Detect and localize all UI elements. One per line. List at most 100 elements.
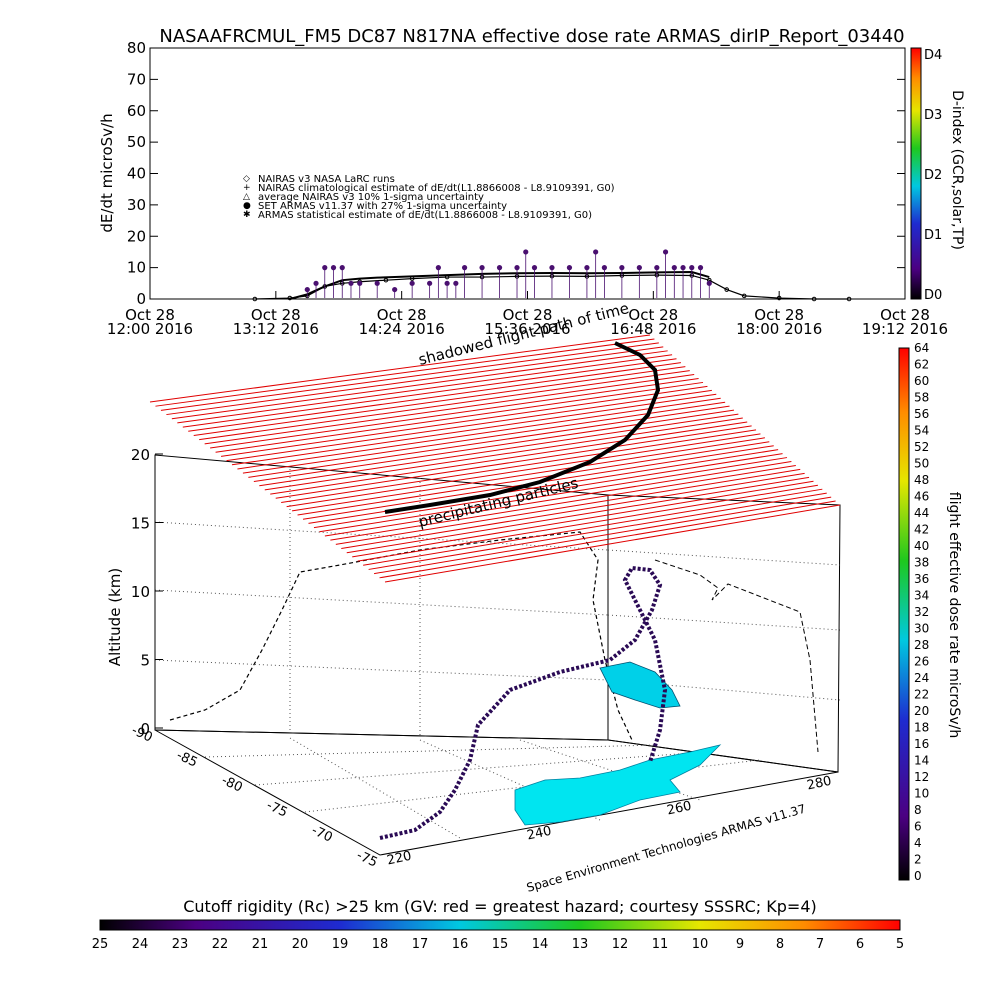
y-tick-label: 50 <box>127 133 146 151</box>
series-nairas-point <box>776 295 782 301</box>
legend-entry: NAIRAS climatological estimate of dE/dt(… <box>258 183 615 194</box>
cutoff-rigidity-tick-label: 16 <box>452 937 469 952</box>
slab-line <box>149 334 651 403</box>
cutoff-rigidity-tick-label: 21 <box>252 937 269 952</box>
dose-rate-tick-label: 40 <box>914 539 929 553</box>
series-nairas-point <box>252 296 258 302</box>
legend-symbol: ● <box>243 201 251 211</box>
series-armas-point <box>523 249 529 255</box>
legend-symbol: + <box>243 183 251 193</box>
y-tick-label: 60 <box>127 102 146 120</box>
slab-line <box>335 468 801 545</box>
cutoff-rigidity-tick-label: 11 <box>652 937 669 952</box>
series-armas-point <box>444 280 450 286</box>
cutoff-rigidity-tick-label: 13 <box>572 937 589 952</box>
dose-rate-tick-label: 10 <box>914 787 929 801</box>
dose-rate-tick-label: 16 <box>914 737 929 751</box>
dose-rate-tick-label: 54 <box>914 424 929 438</box>
longitude-tick-label: 220 <box>386 849 413 869</box>
dose-rate-tick-label: 8 <box>914 803 922 817</box>
d-index-tick-label: D0 <box>924 288 942 303</box>
slab-line <box>319 457 788 533</box>
cutoff-rigidity-labels: 25 24 23 22 21 20 19 18 17 16 15 14 13 12 11 10 9 8 7 6 5 <box>92 937 904 952</box>
series-nairas-point <box>741 293 747 299</box>
x-tick-label-date: Oct 28 <box>251 306 301 324</box>
latitude-tick-label: -75 <box>354 848 380 871</box>
latitude-tick-label: -80 <box>219 773 245 796</box>
series-armas-point <box>601 265 607 271</box>
x-tick-label-date: Oct 28 <box>880 306 930 324</box>
slab-line <box>155 338 655 407</box>
cutoff-rigidity-tick-label: 25 <box>92 937 109 952</box>
slab-line <box>171 350 668 420</box>
slab-line <box>373 496 832 575</box>
legend-symbol: ◇ <box>243 174 250 184</box>
slab-line <box>286 433 761 508</box>
flight-track-upper <box>384 341 661 514</box>
slab-line <box>182 358 677 428</box>
series-armas-point <box>514 265 520 271</box>
dose-rate-tick-label: 0 <box>914 869 922 883</box>
dose-rate-tick-label: 22 <box>914 688 929 702</box>
slab-line <box>193 366 686 436</box>
series-armas-point <box>392 286 398 293</box>
series-armas-point <box>680 265 686 271</box>
dose-rate-tick-label: 28 <box>914 638 929 652</box>
legend-entry: NAIRAS v3 NASA LaRC runs <box>258 174 395 185</box>
slab-line <box>379 500 836 579</box>
y-tick-label: 30 <box>127 196 146 214</box>
back-wall-right <box>607 494 841 773</box>
slab-line <box>248 405 730 478</box>
dose-rate-tick-label: 60 <box>914 374 929 388</box>
slab-line <box>160 342 659 411</box>
dose-rate-tick-label: 50 <box>914 457 929 471</box>
d-index-tick-label: D4 <box>924 48 942 63</box>
cutoff-rigidity-tick-label: 18 <box>372 937 389 952</box>
series-nairas-point <box>846 296 852 302</box>
dose-rate-tick-label: 32 <box>914 605 929 619</box>
x-tick-label-time: 13:12 2016 <box>233 320 319 338</box>
dose-rate-tick-label: 4 <box>914 836 922 850</box>
series-armas-point <box>304 286 310 293</box>
dose-rate-tick-label: 2 <box>914 853 922 867</box>
series-armas-point <box>706 280 712 286</box>
ground-shadow-path <box>169 531 633 741</box>
slab-line <box>346 476 810 554</box>
y-tick-label: 40 <box>127 165 146 183</box>
legend-entry: ARMAS statistical estimate of dE/dt(L1.8… <box>258 210 592 221</box>
dose-rate-tick-label: 56 <box>914 407 929 421</box>
series-armas-point <box>697 265 704 271</box>
x-tick-label-time: 18:00 2016 <box>736 320 822 338</box>
altitude-tick-label: 20 <box>131 446 150 464</box>
cutoff-rigidity-tick-label: 22 <box>212 937 229 952</box>
slab-line <box>220 385 708 457</box>
series-armas-point <box>662 249 669 255</box>
dose-rate-tick-label: 30 <box>914 622 929 636</box>
slab-line <box>188 362 681 432</box>
timeseries-legend: ◇ NAIRAS v3 NASA LaRC runs + NAIRAS climato… <box>243 174 615 221</box>
series-armas-point <box>339 265 345 271</box>
series-armas-point <box>689 265 695 271</box>
y-tick-label: 70 <box>127 70 146 88</box>
cutoff-rigidity-tick-label: 5 <box>896 937 904 952</box>
slab-line <box>204 374 695 445</box>
slab-line <box>264 417 743 491</box>
dose-rate-tick-label: 44 <box>914 506 929 520</box>
series-armas-point <box>409 280 415 286</box>
cutoff-rigidity-tick-label: 15 <box>492 937 509 952</box>
x-tick-label-time: 16:48 2016 <box>610 320 696 338</box>
slab-line <box>199 370 690 441</box>
cutoff-rigidity-tick-label: 20 <box>292 937 309 952</box>
d-index-tick-label: D2 <box>924 168 942 183</box>
slab-line <box>363 488 823 566</box>
x-tick-label-date: Oct 28 <box>377 306 427 324</box>
legend-entry: average NAIRAS v3 10% 1-sigma uncertaint… <box>258 192 484 203</box>
cutoff-rigidity-tick-label: 10 <box>692 937 709 952</box>
dose-rate-tick-label: 18 <box>914 721 929 735</box>
latitude-tick-label: -75 <box>264 798 290 821</box>
series-armas-point <box>671 265 677 271</box>
cutoff-rigidity-tick-label: 23 <box>172 937 189 952</box>
series-nairas-point <box>724 287 730 292</box>
